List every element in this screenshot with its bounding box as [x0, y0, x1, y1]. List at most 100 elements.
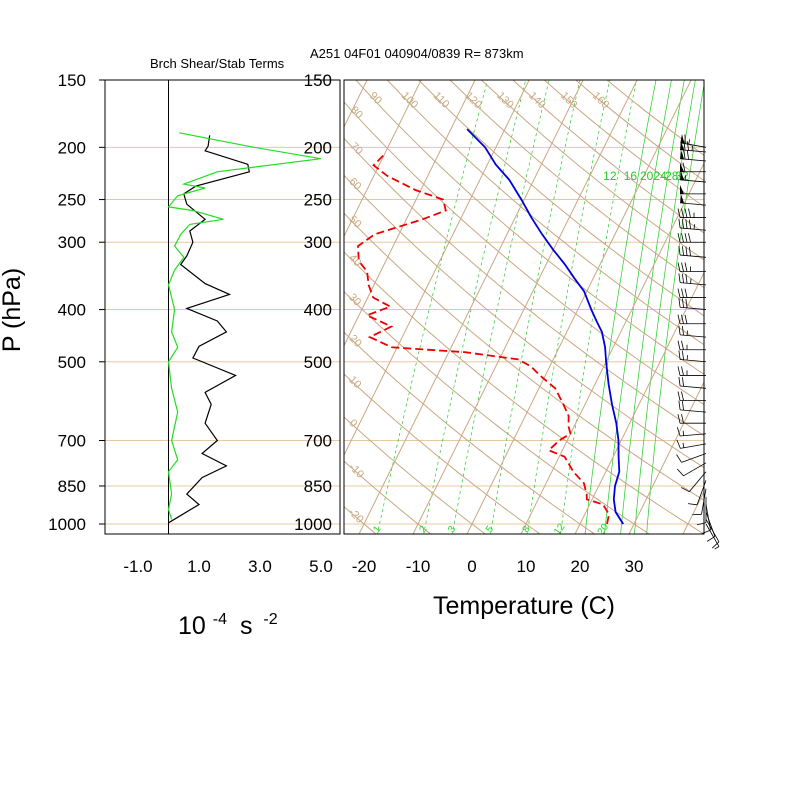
right-x-axis-label: Temperature (C) — [433, 592, 615, 620]
dry-adiabat — [0, 28, 323, 536]
dry-adiabat-label: 70 — [348, 140, 365, 157]
wind-barb — [705, 519, 720, 549]
dry-adiabat — [344, 251, 704, 534]
mixing-ratio-line — [560, 80, 637, 534]
temperature-dewpoint-series — [357, 128, 624, 525]
figure-title: A251 04F01 040904/0839 R= 873km — [310, 46, 524, 61]
left-pressure-gridlines — [105, 79, 340, 525]
dry-adiabat — [344, 137, 704, 437]
mixing-ratio-bottom-label: 8 — [521, 524, 533, 535]
isotherm — [574, 271, 704, 534]
wind-barb — [680, 170, 707, 183]
left-x-axis-label: 10 -4 s -2 — [178, 602, 278, 640]
right-x-tick-label: -10 — [406, 557, 431, 576]
dry-adiabat-label: 60 — [346, 176, 363, 193]
wind-barb — [678, 218, 707, 231]
right-x-tick-label: -20 — [352, 557, 377, 576]
wind-barb — [676, 439, 707, 449]
right-pressure-gridlines — [344, 80, 704, 525]
left-x-tick-labels: -1.0 1.0 3.0 5.0 — [123, 557, 332, 576]
temperature-line — [466, 128, 624, 525]
isotherm — [628, 381, 704, 534]
right-y-tick-label: 250 — [304, 191, 332, 210]
wind-barb — [677, 233, 706, 243]
left-y-tick-labels: 150 200 250 300 400 500 700 850 1000 — [48, 71, 105, 534]
dry-adiabat-labels: 1601501401301201101009080706050403020100… — [346, 90, 611, 526]
dry-adiabat — [606, 80, 704, 156]
left-x-axis-label-unit: s — [240, 612, 253, 640]
mixing-ratio-line — [604, 80, 672, 534]
right-y-tick-label: 700 — [304, 432, 332, 451]
dry-adiabat-label: 110 — [431, 90, 452, 111]
left-x-tick-label: -1.0 — [123, 557, 152, 576]
isotherm — [344, 80, 530, 457]
right-x-tick-label: 30 — [625, 557, 644, 576]
dry-adiabat — [344, 331, 596, 534]
right-y-tick-label: 1000 — [294, 515, 332, 534]
left-panel-frame — [104, 79, 341, 535]
wind-barb — [680, 193, 707, 206]
mixing-ratio-line — [526, 80, 611, 534]
isotherm — [34, 28, 285, 536]
left-x-axis-label-base: 10 — [178, 612, 206, 640]
dry-adiabat — [344, 174, 704, 469]
mixing-ratio-line — [634, 80, 696, 534]
left-y-tick-label: 150 — [58, 71, 86, 90]
wind-barb — [678, 350, 707, 363]
mixing-ratio-lines — [376, 80, 704, 534]
left-x-tick-label: 5.0 — [309, 557, 333, 576]
dry-adiabat — [574, 80, 704, 182]
mixing-ratio-line — [584, 80, 657, 534]
dry-adiabat-label: 30 — [346, 291, 363, 308]
wind-barb — [676, 427, 707, 437]
mixing-ratio-top-label: 12 — [603, 169, 617, 183]
shear-term-line — [168, 135, 250, 524]
wind-barb — [677, 288, 706, 298]
wind-barb — [677, 208, 706, 218]
dry-adiabat-label: 40 — [346, 252, 363, 269]
isotherm — [344, 80, 476, 347]
mixing-ratio-top-label: 16 — [624, 169, 638, 183]
left-y-tick-label: 850 — [58, 477, 86, 496]
wind-barb — [687, 480, 707, 506]
wind-barb — [680, 184, 706, 195]
right-y-tick-label: 500 — [304, 353, 332, 372]
isotherm — [520, 162, 704, 534]
dry-adiabat — [344, 101, 704, 406]
right-y-tick-label: 300 — [304, 233, 332, 252]
left-y-tick-label: 300 — [58, 233, 86, 252]
wind-barb — [678, 376, 707, 389]
isotherm — [358, 80, 584, 534]
dry-adiabat — [344, 460, 432, 534]
right-y-tick-label: 150 — [304, 71, 332, 90]
left-x-axis-label-unit-exp: -2 — [263, 611, 277, 628]
mixing-ratio-line — [376, 80, 489, 534]
isotherm — [344, 80, 368, 128]
right-y-tick-labels: 150 200 250 300 400 500 700 850 1000 — [294, 71, 332, 534]
mixing-ratio-bottom-label: 2 — [418, 524, 430, 535]
left-x-axis-label-exp: -4 — [213, 611, 227, 628]
dry-adiabat-label: 80 — [348, 104, 365, 121]
wind-barbs — [676, 133, 720, 550]
wind-barb — [680, 471, 707, 493]
dry-adiabat — [480, 80, 704, 261]
wind-barb — [680, 140, 707, 153]
wind-barb — [676, 462, 707, 477]
isotherm — [0, 28, 177, 536]
mixing-ratio-bottom-label: 1 — [371, 524, 383, 535]
left-x-tick-label: 3.0 — [248, 557, 272, 576]
isotherm — [736, 28, 800, 536]
wind-barb — [680, 162, 706, 173]
right-x-tick-labels: -20 -10 0 10 20 30 — [352, 557, 644, 576]
left-y-tick-label: 700 — [58, 432, 86, 451]
isotherm — [466, 80, 692, 534]
left-y-tick-label: 500 — [58, 353, 86, 372]
skewt-panel: 121620242832123581220 160150140130120110… — [0, 28, 800, 576]
wind-barb — [677, 340, 706, 351]
right-y-tick-label: 200 — [304, 138, 332, 157]
dry-adiabat — [344, 373, 541, 534]
skewt-frame — [343, 79, 705, 535]
wind-barb — [677, 366, 706, 376]
dry-adiabat-label: 160 — [590, 90, 611, 111]
